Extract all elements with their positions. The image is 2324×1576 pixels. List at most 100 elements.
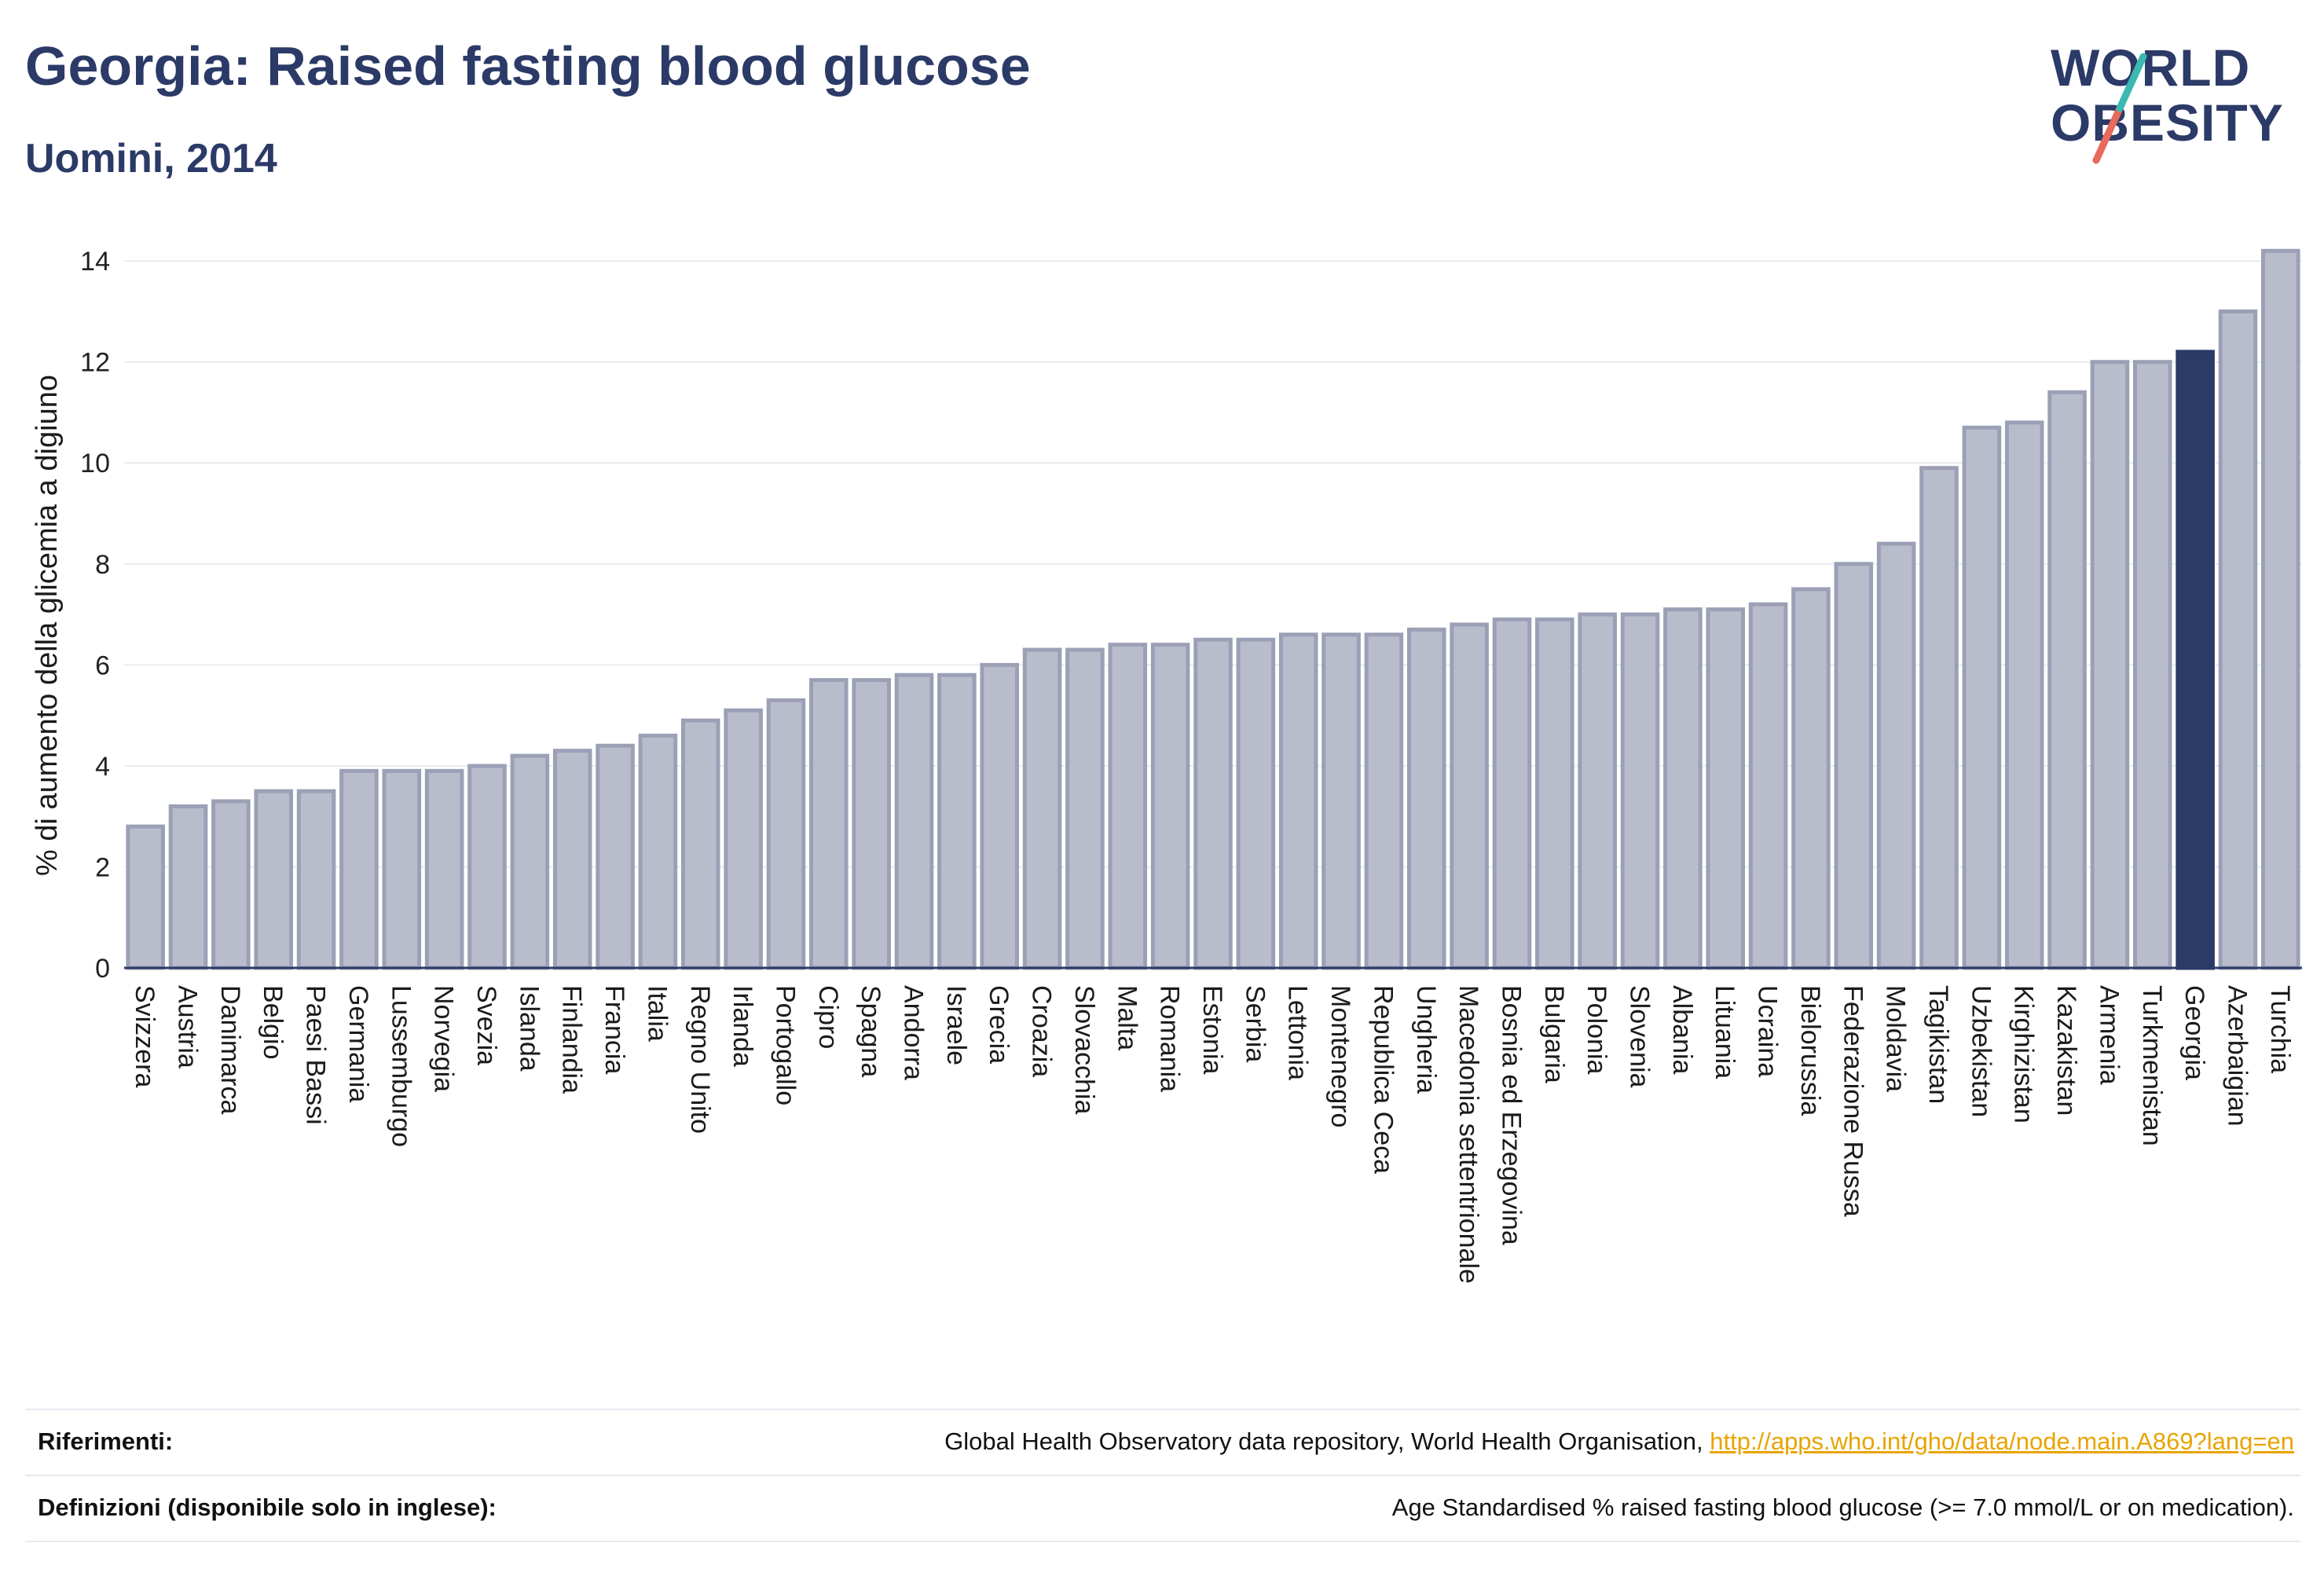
x-tick-label: Federazione Russa xyxy=(1838,985,1868,1217)
y-tick-label: 10 xyxy=(80,449,110,478)
references-text: Global Health Observatory data repositor… xyxy=(944,1428,1703,1455)
x-tick-label: Estonia xyxy=(1197,985,1227,1074)
bar-lituania xyxy=(1706,607,1746,970)
chart-title: Georgia: Raised fasting blood glucose xyxy=(25,35,1031,97)
bar-israele xyxy=(937,673,977,970)
bar-montenegro xyxy=(1321,632,1361,970)
bar-croazia xyxy=(1022,647,1062,970)
bar-belgio xyxy=(254,789,294,970)
x-tick-label: Italia xyxy=(642,985,672,1042)
x-tick-label: Azerbaigian xyxy=(2222,985,2252,1127)
x-tick-label: Regno Unito xyxy=(685,985,715,1134)
bar-austria xyxy=(168,804,208,970)
bar-georgia xyxy=(2176,350,2215,970)
definitions-text: Age Standardised % raised fasting blood … xyxy=(1391,1494,2294,1521)
bar-polonia xyxy=(1578,612,1617,970)
bar-estonia xyxy=(1193,637,1233,970)
x-tick-label: Polonia xyxy=(1582,985,1611,1075)
bar-lettonia xyxy=(1278,632,1318,970)
bar-lussemburgo xyxy=(382,768,422,970)
bar-turchia xyxy=(2261,248,2300,970)
y-tick-label: 14 xyxy=(80,247,110,277)
bar-federazione-russa xyxy=(1834,562,1874,970)
bar-ungheria xyxy=(1406,627,1446,970)
bar-andorra xyxy=(894,673,934,970)
x-tick-label: Lussemburgo xyxy=(386,985,416,1147)
bar-bosnia-ed-erzegovina xyxy=(1492,617,1532,970)
x-tick-label: Macedonia settentrionale xyxy=(1453,985,1483,1284)
bar-slovacchia xyxy=(1065,647,1105,970)
logo-text-world: WORLD xyxy=(2051,38,2251,97)
y-tick-label: 6 xyxy=(95,651,110,680)
x-tick-label: Bulgaria xyxy=(1539,985,1569,1083)
bar-spagna xyxy=(852,678,891,970)
bar-danimarca xyxy=(211,799,251,970)
logo-slash-icon xyxy=(2092,53,2147,164)
bar-armenia xyxy=(2090,360,2130,970)
bar-romania xyxy=(1150,643,1190,970)
y-tick-label: 0 xyxy=(95,954,110,984)
x-tick-label: Grecia xyxy=(984,985,1014,1064)
x-tick-label: Svezia xyxy=(471,985,501,1065)
x-tick-label: Slovenia xyxy=(1625,985,1655,1088)
x-tick-label: Serbia xyxy=(1240,985,1270,1062)
bar-regno-unito xyxy=(680,718,720,970)
bar-bielorussia xyxy=(1791,587,1831,970)
chart-subtitle: Uomini, 2014 xyxy=(25,136,277,181)
x-tick-label: Belgio xyxy=(258,985,288,1060)
x-tick-label: Islanda xyxy=(514,985,544,1072)
x-tick-label: Bosnia ed Erzegovina xyxy=(1496,985,1526,1245)
x-tick-label: Paesi Bassi xyxy=(301,985,331,1125)
x-tick-label: Finlandia xyxy=(557,985,587,1094)
references-label: Riferimenti: xyxy=(38,1428,174,1455)
y-tick-label: 12 xyxy=(80,348,110,378)
x-tick-label: Danimarca xyxy=(215,985,245,1114)
x-tick-label: Lituania xyxy=(1710,985,1739,1079)
bar-malta xyxy=(1108,643,1148,970)
bar-albania xyxy=(1663,607,1703,970)
x-tick-label: Ucraina xyxy=(1753,985,1783,1077)
bar-cipro xyxy=(809,678,849,970)
bar-moldavia xyxy=(1876,541,1916,970)
x-tick-label: Cipro xyxy=(813,985,843,1049)
y-tick-label: 8 xyxy=(95,550,110,580)
bar-serbia xyxy=(1236,637,1276,970)
bar-germania xyxy=(339,768,379,970)
references-link[interactable]: http://apps.who.int/gho/data/node.main.A… xyxy=(1710,1428,2294,1455)
bar-republica-ceca xyxy=(1364,632,1404,970)
x-tick-label: Portogallo xyxy=(770,985,800,1105)
bar-svezia xyxy=(467,764,507,970)
bar-uzbekistan xyxy=(1962,425,2002,970)
bar-kazakistan xyxy=(2047,390,2087,970)
bar-chart: 0 2 4 6 8 10 12 14 % di aumento della glicemia a… xyxy=(31,247,2302,1284)
bar-norvegia xyxy=(424,768,464,970)
x-tick-label: Uzbekistan xyxy=(1966,985,1996,1117)
x-tick-label: Spagna xyxy=(856,985,885,1077)
x-tick-label: Francia xyxy=(599,985,629,1074)
x-tick-label: Bielorussia xyxy=(1795,985,1825,1116)
bar-ucraina xyxy=(1748,602,1788,970)
bar-macedonia-settentrionale xyxy=(1450,622,1489,970)
bar-finlandia xyxy=(552,749,592,970)
definitions-label: Definizioni (disponibile solo in inglese… xyxy=(38,1494,497,1521)
y-axis-title: % di aumento della glicemia a digiuno xyxy=(31,375,64,876)
world-obesity-logo[interactable]: WORLD OBESITY xyxy=(2051,31,2310,165)
x-tick-label: Svizzera xyxy=(130,985,159,1087)
x-tick-label: Montenegro xyxy=(1325,985,1355,1127)
bar-slovenia xyxy=(1620,612,1660,970)
x-tick-label: Tagikistan xyxy=(1923,985,1953,1104)
references-row: Riferimenti: Global Health Observatory d… xyxy=(25,1409,2300,1475)
bar-paesi-bassi xyxy=(296,789,336,970)
x-tick-label: Germania xyxy=(343,985,373,1102)
x-tick-label: Irlanda xyxy=(728,985,757,1067)
bar-tagikistan xyxy=(1919,466,1959,970)
bar-bulgaria xyxy=(1535,617,1574,970)
x-tick-label: Republica Ceca xyxy=(1368,985,1398,1174)
references-value: Global Health Observatory data repositor… xyxy=(944,1428,2294,1456)
x-tick-label: Moldavia xyxy=(1881,985,1911,1092)
x-tick-label: Norvegia xyxy=(429,985,459,1092)
x-tick-label: Kazakistan xyxy=(2051,985,2081,1116)
bar-grecia xyxy=(980,662,1020,970)
x-tick-label: Romania xyxy=(1155,985,1185,1092)
bar-irlanda xyxy=(724,708,763,970)
